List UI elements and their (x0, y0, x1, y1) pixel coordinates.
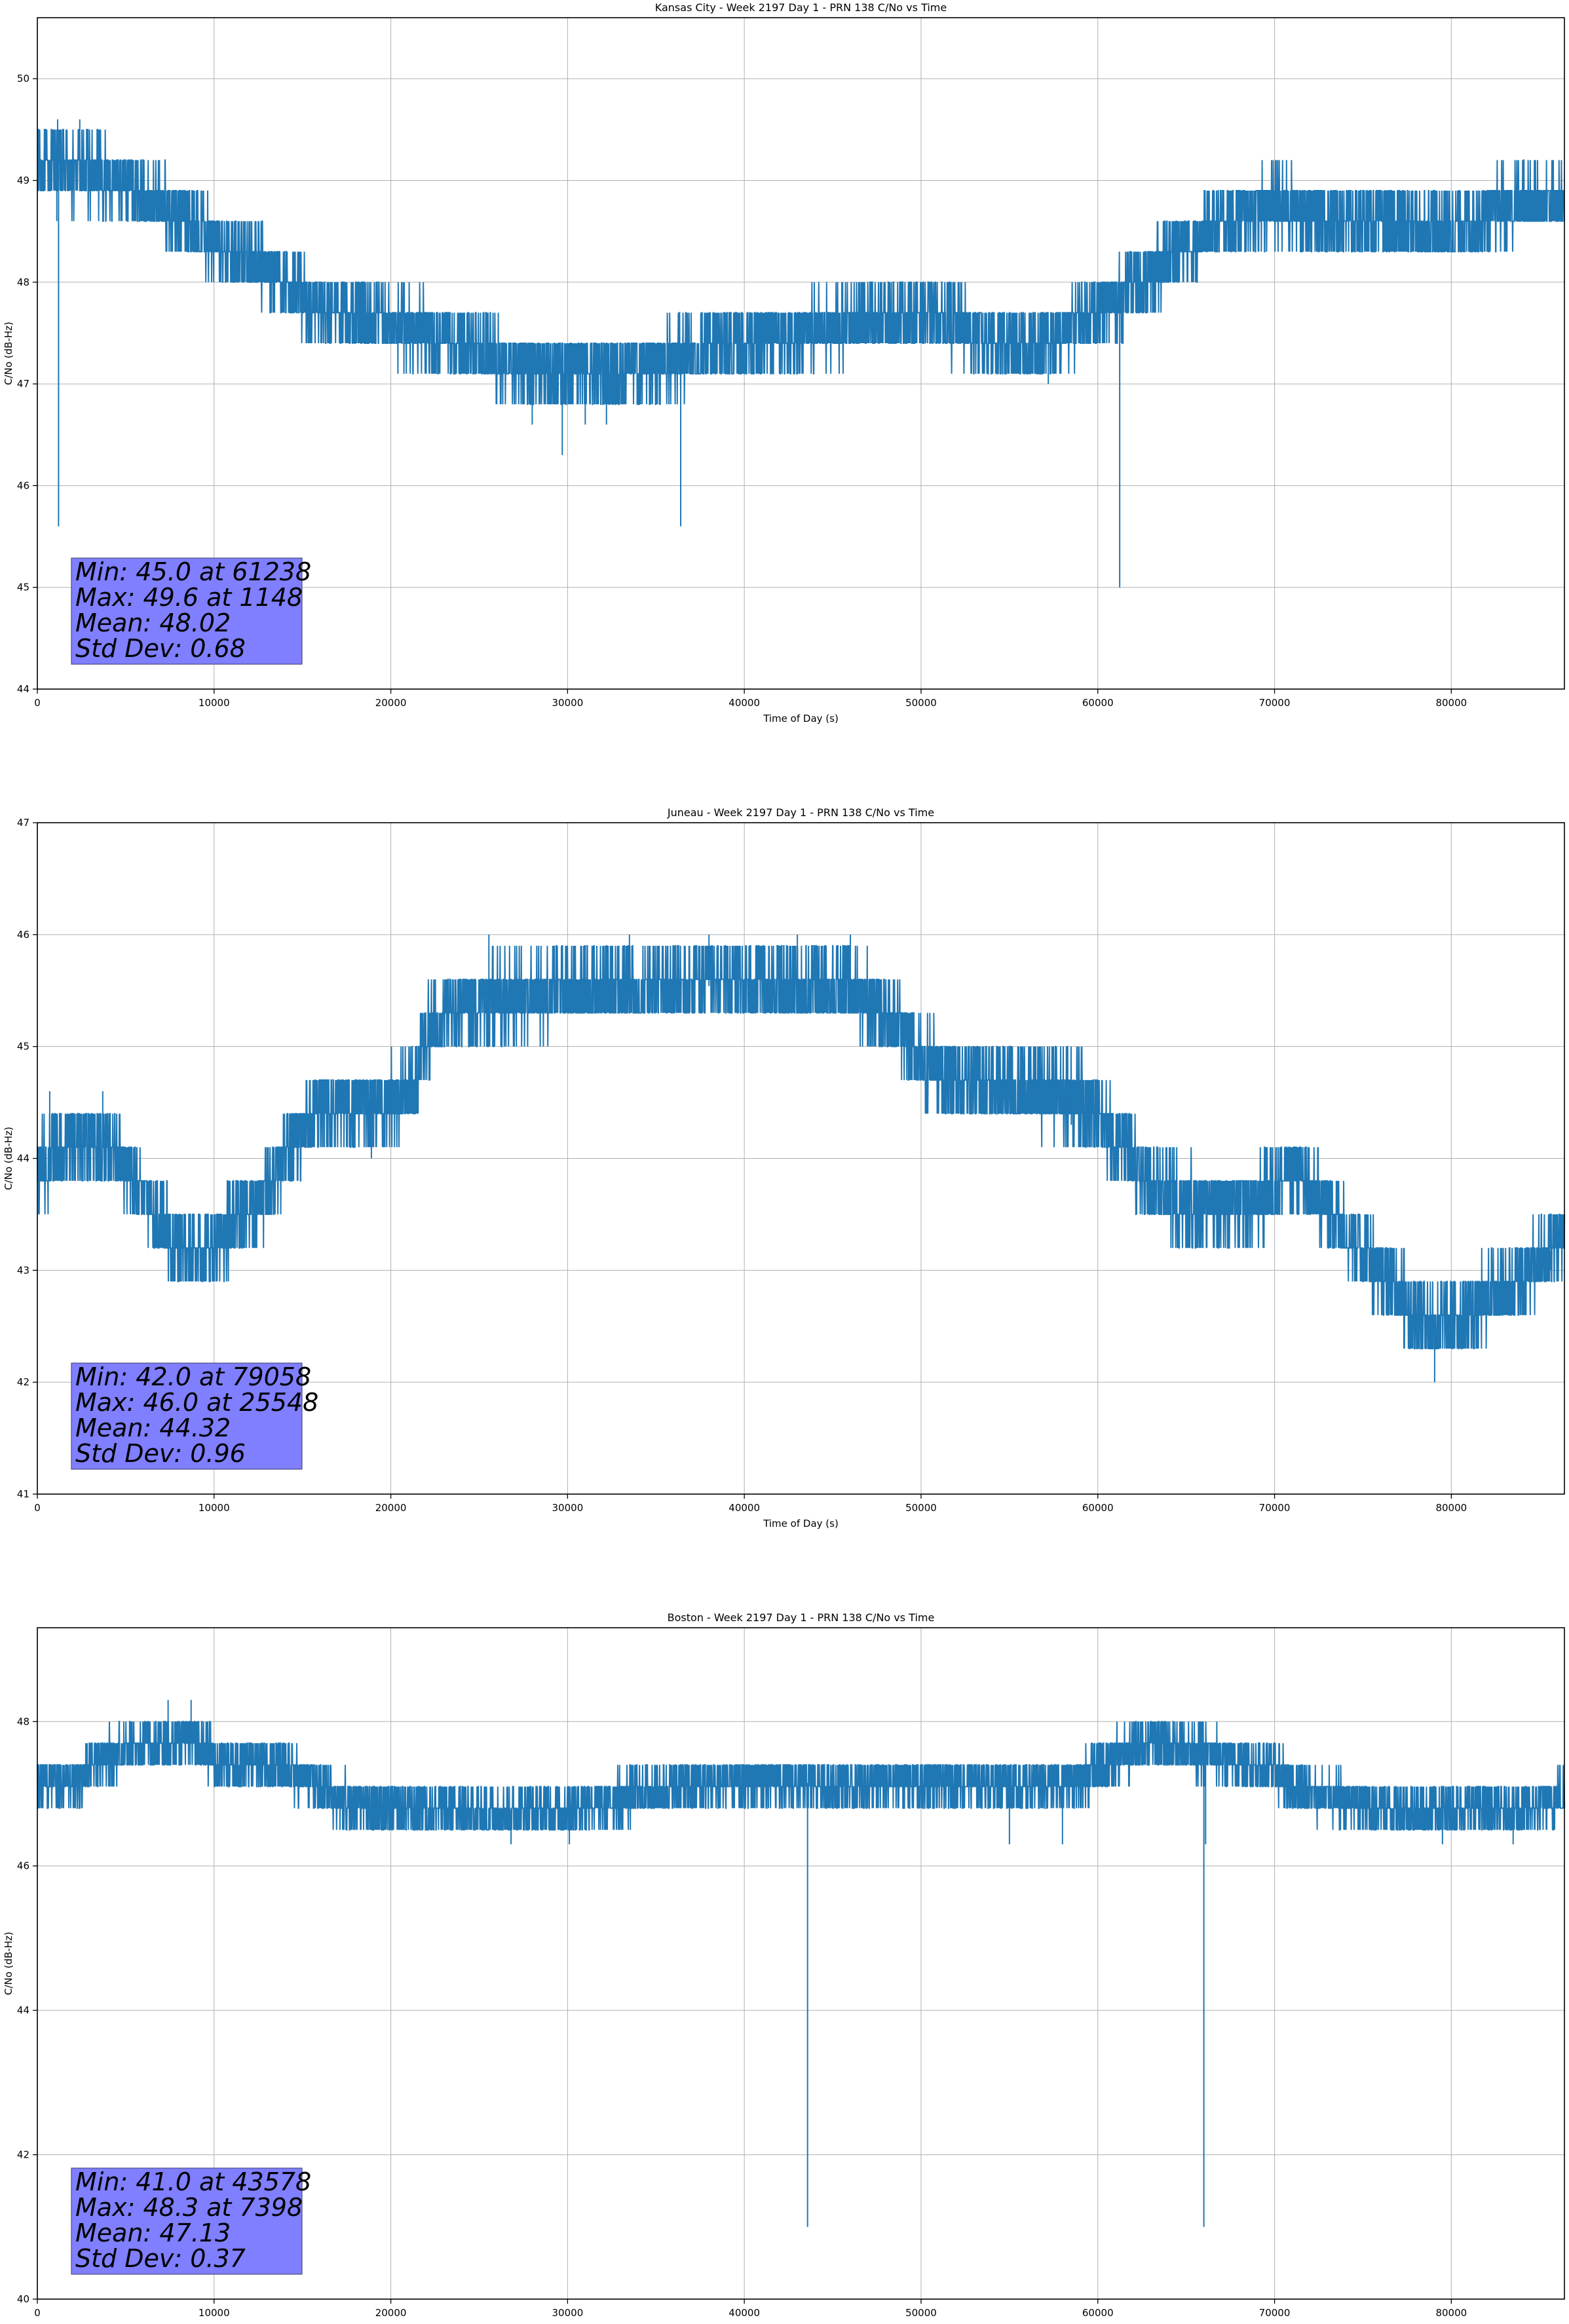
x-tick-label: 30000 (552, 697, 584, 709)
y-tick-label: 40 (17, 2293, 29, 2305)
y-tick-label: 48 (17, 1715, 29, 1727)
x-tick-label: 20000 (375, 2307, 407, 2319)
stats-text-line: Max: 46.0 at 25548 (75, 1388, 318, 1417)
x-tick-label: 40000 (728, 2307, 760, 2319)
x-tick-label: 70000 (1259, 1502, 1291, 1514)
x-tick-label: 50000 (905, 1502, 937, 1514)
cno-series-line (37, 128, 1565, 405)
x-axis-label: Time of Day (s) (763, 1518, 839, 1529)
stats-text-line: Min: 41.0 at 43578 (75, 2167, 311, 2196)
y-tick-label: 45 (17, 582, 29, 593)
y-tick-label: 47 (17, 817, 29, 829)
x-axis-label: Time of Day (s) (763, 2323, 839, 2324)
stats-box (71, 1362, 303, 1470)
x-axis-label: Time of Day (s) (763, 713, 839, 724)
y-tick-label: 44 (17, 2004, 29, 2016)
x-tick-label: 80000 (1435, 1502, 1467, 1514)
y-tick-label: 44 (17, 683, 29, 695)
x-tick-label: 60000 (1082, 1502, 1114, 1514)
chart-title: Kansas City - Week 2197 Day 1 - PRN 138 … (655, 1, 947, 14)
y-axis-label: C/No (dB-Hz) (3, 1127, 14, 1190)
stats-text-line: Std Dev: 0.96 (75, 1439, 246, 1468)
stats-text-line: Min: 45.0 at 61238 (75, 557, 311, 586)
y-axis-label: C/No (dB-Hz) (3, 322, 14, 385)
cno-series-line (37, 1721, 1566, 1831)
stats-box (71, 557, 303, 665)
y-tick-label: 48 (17, 276, 29, 288)
x-tick-label: 80000 (1435, 2307, 1467, 2319)
subplot-boston: 0 10000 20000 30000 40000 50000 60000 70000 8000… (3, 1611, 1566, 2324)
chart-title: Boston - Week 2197 Day 1 - PRN 138 C/No … (668, 1611, 935, 1624)
x-tick-label: 20000 (375, 697, 407, 709)
x-tick-label: 70000 (1259, 2307, 1291, 2319)
x-tick-label: 60000 (1082, 2307, 1114, 2319)
stats-text-line: Max: 48.3 at 7398 (75, 2193, 303, 2222)
stats-text-line: Std Dev: 0.68 (75, 634, 246, 663)
axes-frame (37, 1627, 1565, 2300)
y-tick-label: 44 (17, 1153, 29, 1165)
y-tick-label: 46 (17, 479, 29, 491)
stats-box (71, 2167, 303, 2275)
y-tick-label: 42 (17, 2149, 29, 2161)
x-tick-label: 10000 (198, 697, 230, 709)
x-tick-label: 30000 (552, 2307, 584, 2319)
y-tick-label: 50 (17, 73, 29, 84)
x-tick-label: 70000 (1259, 697, 1291, 709)
x-tick-label: 20000 (375, 1502, 407, 1514)
x-tick-label: 0 (34, 697, 41, 709)
x-tick-label: 50000 (905, 697, 937, 709)
stats-text-line: Mean: 44.32 (75, 1414, 231, 1442)
stats-text-line: Max: 49.6 at 1148 (75, 583, 303, 612)
y-tick-label: 45 (17, 1041, 29, 1053)
x-tick-label: 10000 (198, 1502, 230, 1514)
stats-text-line: Mean: 47.13 (75, 2219, 231, 2247)
stats-text-line: Min: 42.0 at 79058 (75, 1362, 311, 1391)
x-tick-label: 80000 (1435, 697, 1467, 709)
cno-series-line (37, 945, 1566, 1349)
x-tick-label: 0 (34, 2307, 41, 2319)
axes-frame (37, 17, 1565, 690)
subplot-juneau: 0 10000 20000 30000 40000 50000 60000 70000 8000… (3, 806, 1566, 1529)
y-tick-label: 46 (17, 1860, 29, 1872)
x-tick-label: 50000 (905, 2307, 937, 2319)
y-axis-label: C/No (dB-Hz) (3, 1932, 14, 1995)
y-tick-label: 43 (17, 1264, 29, 1276)
subplot-kansas-city: 0 10000 20000 30000 40000 50000 60000 70000 8000… (3, 1, 1565, 724)
x-tick-label: 10000 (198, 2307, 230, 2319)
x-tick-label: 40000 (728, 697, 760, 709)
y-tick-label: 47 (17, 378, 29, 390)
y-tick-label: 42 (17, 1376, 29, 1388)
chart-title: Juneau - Week 2197 Day 1 - PRN 138 C/No … (667, 806, 934, 819)
y-tick-label: 41 (17, 1488, 29, 1500)
stats-text-line: Mean: 48.02 (75, 609, 231, 637)
x-tick-label: 0 (34, 1502, 41, 1514)
x-tick-label: 40000 (728, 1502, 760, 1514)
y-tick-label: 49 (17, 174, 29, 186)
stats-text-line: Std Dev: 0.37 (75, 2244, 246, 2273)
x-tick-label: 30000 (552, 1502, 584, 1514)
y-tick-label: 46 (17, 929, 29, 941)
x-tick-label: 60000 (1082, 697, 1114, 709)
